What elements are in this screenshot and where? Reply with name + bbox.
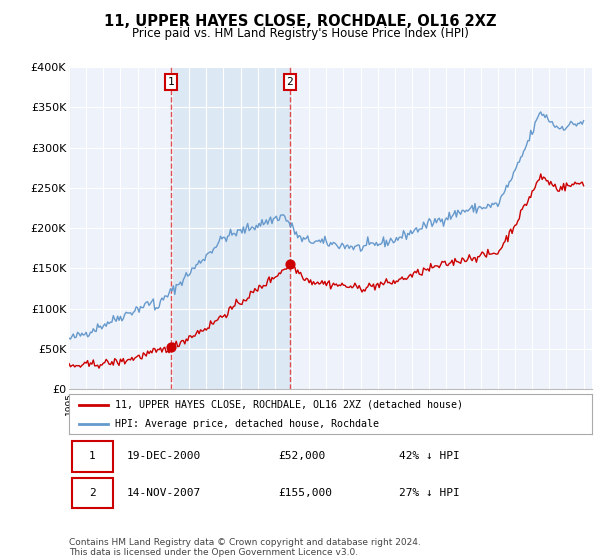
Text: £155,000: £155,000 xyxy=(278,488,332,498)
Text: 2: 2 xyxy=(89,488,96,498)
Text: £52,000: £52,000 xyxy=(278,451,326,461)
FancyBboxPatch shape xyxy=(71,478,113,508)
Text: 2: 2 xyxy=(286,77,293,87)
Text: 42% ↓ HPI: 42% ↓ HPI xyxy=(398,451,460,461)
FancyBboxPatch shape xyxy=(71,441,113,472)
Text: 19-DEC-2000: 19-DEC-2000 xyxy=(127,451,201,461)
Text: 14-NOV-2007: 14-NOV-2007 xyxy=(127,488,201,498)
Text: Contains HM Land Registry data © Crown copyright and database right 2024.
This d: Contains HM Land Registry data © Crown c… xyxy=(69,538,421,557)
Point xyxy=(166,343,176,352)
Text: 11, UPPER HAYES CLOSE, ROCHDALE, OL16 2XZ: 11, UPPER HAYES CLOSE, ROCHDALE, OL16 2X… xyxy=(104,14,496,29)
Text: Price paid vs. HM Land Registry's House Price Index (HPI): Price paid vs. HM Land Registry's House … xyxy=(131,27,469,40)
Bar xyxy=(171,67,290,389)
Text: HPI: Average price, detached house, Rochdale: HPI: Average price, detached house, Roch… xyxy=(115,419,379,429)
Text: 27% ↓ HPI: 27% ↓ HPI xyxy=(398,488,460,498)
Text: 1: 1 xyxy=(89,451,96,461)
Point xyxy=(285,260,295,269)
Text: 1: 1 xyxy=(168,77,175,87)
Text: 11, UPPER HAYES CLOSE, ROCHDALE, OL16 2XZ (detached house): 11, UPPER HAYES CLOSE, ROCHDALE, OL16 2X… xyxy=(115,400,463,410)
